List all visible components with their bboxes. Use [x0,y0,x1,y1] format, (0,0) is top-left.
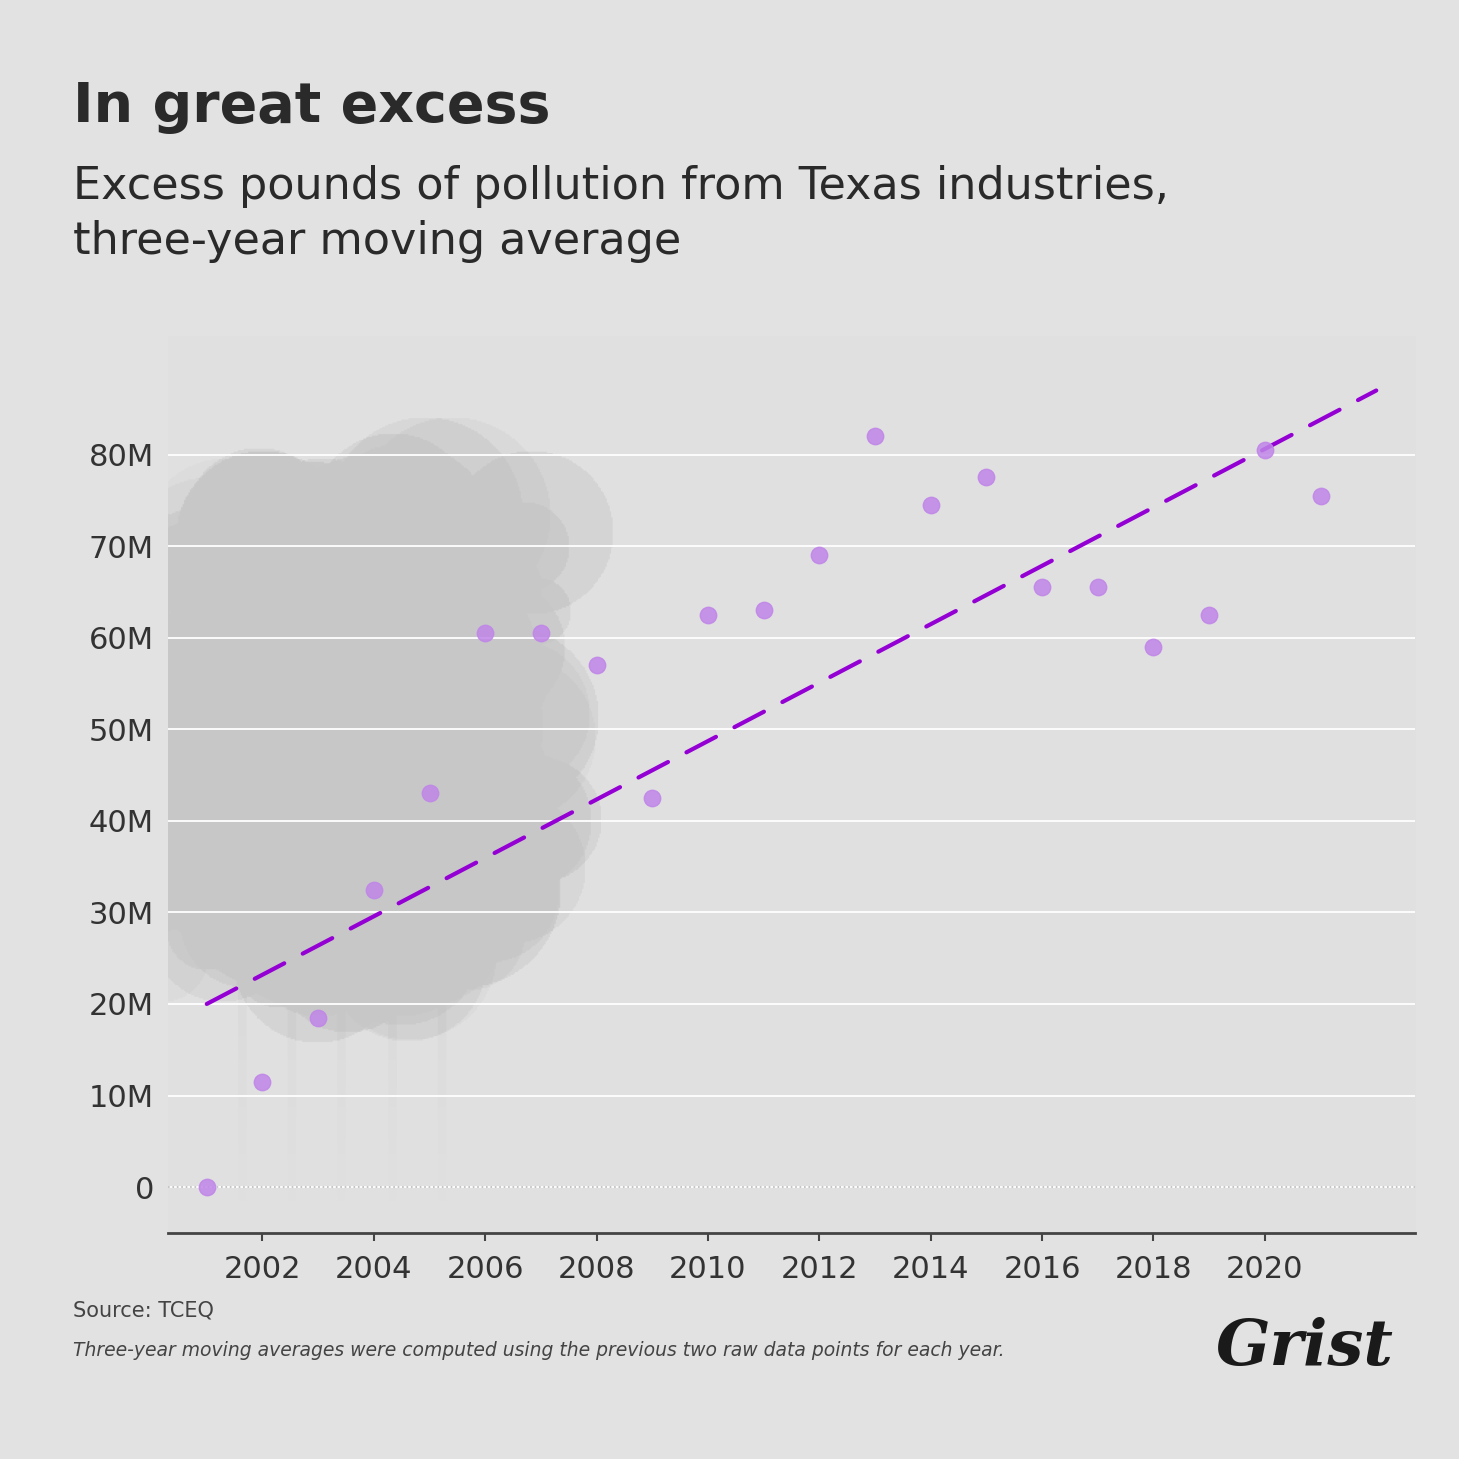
Point [1253,438,1277,461]
Point [696,603,719,626]
Point [1030,576,1053,600]
Text: Three-year moving averages were computed using the previous two raw data points : Three-year moving averages were computed… [73,1341,1005,1360]
Point [474,622,498,645]
Text: Excess pounds of pollution from Texas industries,
three-year moving average: Excess pounds of pollution from Texas in… [73,165,1169,263]
Text: Grist: Grist [1215,1317,1393,1379]
Point [196,1176,219,1199]
Point [530,622,553,645]
Point [417,782,441,805]
Point [808,544,832,568]
Point [1309,484,1332,508]
Point [251,1069,274,1093]
Point [585,654,608,677]
Text: In great excess: In great excess [73,80,550,134]
Point [641,786,664,810]
Point [1085,576,1109,600]
Point [1142,635,1166,658]
Point [864,425,887,448]
Point [919,493,943,516]
Point [1198,603,1221,626]
Point [362,878,385,902]
Point [306,1007,330,1030]
Text: Source: TCEQ: Source: TCEQ [73,1300,214,1320]
Point [751,598,775,622]
Point [975,465,998,489]
